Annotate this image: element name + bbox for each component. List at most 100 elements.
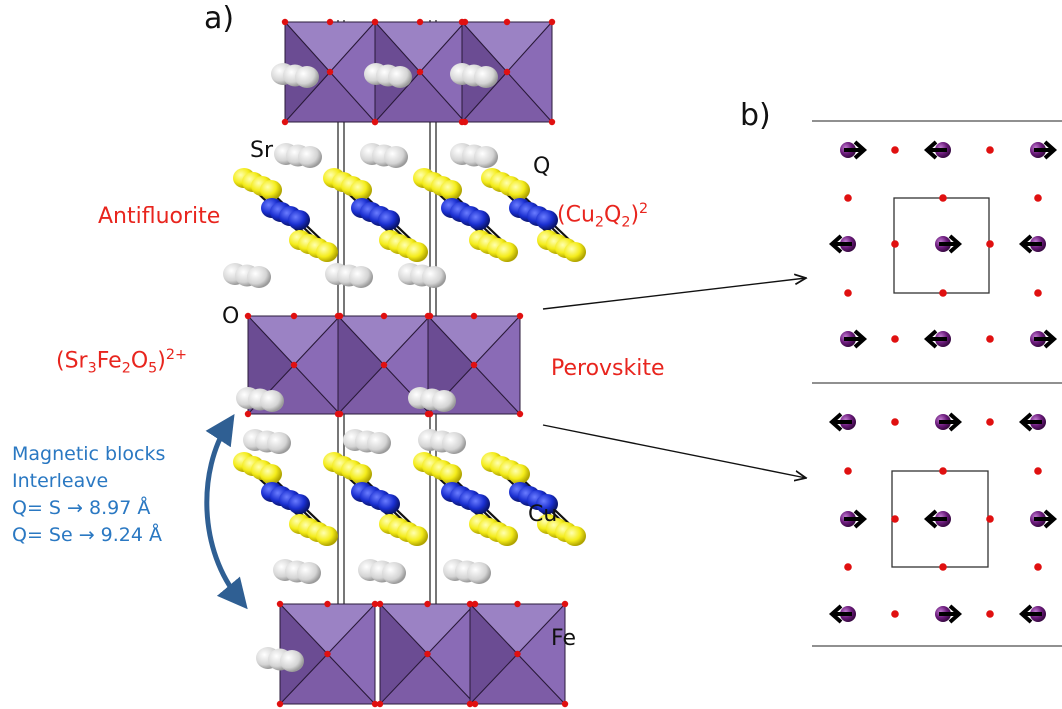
oxygen-atom	[1034, 194, 1042, 202]
oxygen-atom	[844, 467, 852, 475]
sr-atom	[474, 146, 498, 168]
spin-lattice-top	[828, 140, 1058, 349]
octahedron-face	[473, 314, 521, 416]
octahedron-face	[379, 602, 429, 706]
oxygen-atom	[290, 312, 298, 320]
oxygen-atom	[466, 700, 474, 708]
sr-atom	[247, 266, 271, 288]
q-atom	[260, 464, 282, 484]
q-atom	[496, 526, 518, 546]
q-atom	[406, 242, 428, 262]
spin-arrow-head	[923, 329, 938, 349]
spin-arrow-head	[1018, 234, 1033, 254]
oxygen-atom	[324, 600, 331, 608]
spin-arrow-head	[1043, 509, 1058, 529]
oxygen-atom	[561, 600, 569, 608]
oxygen-atom	[1034, 289, 1042, 297]
oxygen-atom	[276, 700, 284, 708]
oxygen-atom	[334, 410, 342, 418]
cu-atom	[468, 494, 490, 514]
spin-arrow-head	[828, 604, 843, 624]
sr-atom	[349, 266, 373, 288]
spin-arrow-head	[853, 509, 868, 529]
sr-atom	[260, 390, 284, 412]
sr-atom	[298, 146, 322, 168]
antifluorite-label: Antifluorite	[98, 204, 221, 229]
spin-arrow-head	[948, 604, 963, 624]
sr-atom	[295, 66, 319, 88]
q-atom	[508, 180, 530, 200]
oxygen-atom	[986, 515, 994, 523]
oxygen-atom	[939, 289, 947, 297]
note-line-3: Q= S → 8.97 Å	[12, 497, 151, 519]
oxygen-atom	[1034, 563, 1042, 571]
oxygen-atom	[986, 146, 994, 154]
sr-atom	[382, 562, 406, 584]
oxygen-atom	[939, 194, 947, 202]
oxygen-atom	[324, 650, 331, 658]
sr-atom	[442, 432, 466, 454]
oxygen-atom	[986, 335, 994, 343]
oxygen-atom	[939, 563, 947, 571]
sr-atom	[422, 266, 446, 288]
o-label: O	[222, 304, 240, 329]
spin-arrow-head	[828, 412, 843, 432]
oxygen-atom	[891, 146, 899, 154]
oxygen-atom	[281, 18, 289, 26]
spin-arrow-head	[828, 234, 843, 254]
octahedron-face	[516, 602, 566, 706]
q-atom	[508, 464, 530, 484]
cu-atom	[378, 210, 400, 230]
sr-atom	[388, 66, 412, 88]
oxygen-atom	[891, 240, 899, 248]
q-atom	[350, 464, 372, 484]
q-atom	[440, 180, 462, 200]
cu-atom	[378, 494, 400, 514]
oxygen-atom	[1034, 467, 1042, 475]
oxygen-atom	[561, 700, 569, 708]
oxygen-atom	[471, 600, 479, 608]
q-atom	[260, 180, 282, 200]
oxygen-atom	[514, 600, 521, 608]
pointer-line-top	[542, 278, 806, 310]
oxygen-atom	[514, 650, 521, 658]
oxygen-atom	[470, 312, 478, 320]
perovskite-label: Perovskite	[551, 356, 665, 381]
oxygen-atom	[516, 312, 524, 320]
note-line-1: Magnetic blocks	[12, 443, 166, 465]
oxygen-atom	[326, 68, 334, 76]
oxygen-atom	[844, 289, 852, 297]
octahedron-face	[469, 602, 519, 706]
cu-atom	[536, 494, 558, 514]
spin-arrow-head	[853, 140, 868, 160]
pointer-line-bottom	[542, 424, 806, 478]
magnetic-blocks-note: Magnetic blocks Interleave Q= S → 8.97 Å…	[12, 441, 165, 549]
oxygen-atom	[424, 600, 431, 608]
q-atom	[496, 242, 518, 262]
interleave-arrow	[204, 413, 248, 610]
oxygen-atom	[471, 700, 479, 708]
oxygen-atoms	[244, 18, 569, 708]
octahedron-face	[506, 20, 553, 124]
oxygen-atom	[371, 700, 379, 708]
cu-atom	[288, 210, 310, 230]
cu-atom	[468, 210, 490, 230]
oxygen-atom	[380, 312, 388, 320]
sr-atom	[280, 650, 304, 672]
q-atom	[350, 180, 372, 200]
oxygen-atom	[376, 700, 384, 708]
sr-atom	[467, 562, 491, 584]
panel-b-spin-lattices	[812, 120, 1062, 647]
octahedron-face	[326, 602, 376, 706]
sr-atoms	[223, 63, 498, 672]
oxygen-atom	[290, 361, 298, 369]
q-atom	[564, 242, 586, 262]
note-line-4: Q= Se → 9.24 Å	[12, 524, 163, 546]
oxygen-atom	[371, 118, 379, 126]
oxygen-atom	[548, 118, 556, 126]
oxygen-atom	[416, 18, 424, 26]
spin-arrow-head	[923, 509, 938, 529]
oxygen-atom	[458, 18, 466, 26]
sr3fe2o5-formula: (Sr3Fe2O5)2+	[56, 347, 187, 377]
oxygen-atom	[470, 361, 478, 369]
